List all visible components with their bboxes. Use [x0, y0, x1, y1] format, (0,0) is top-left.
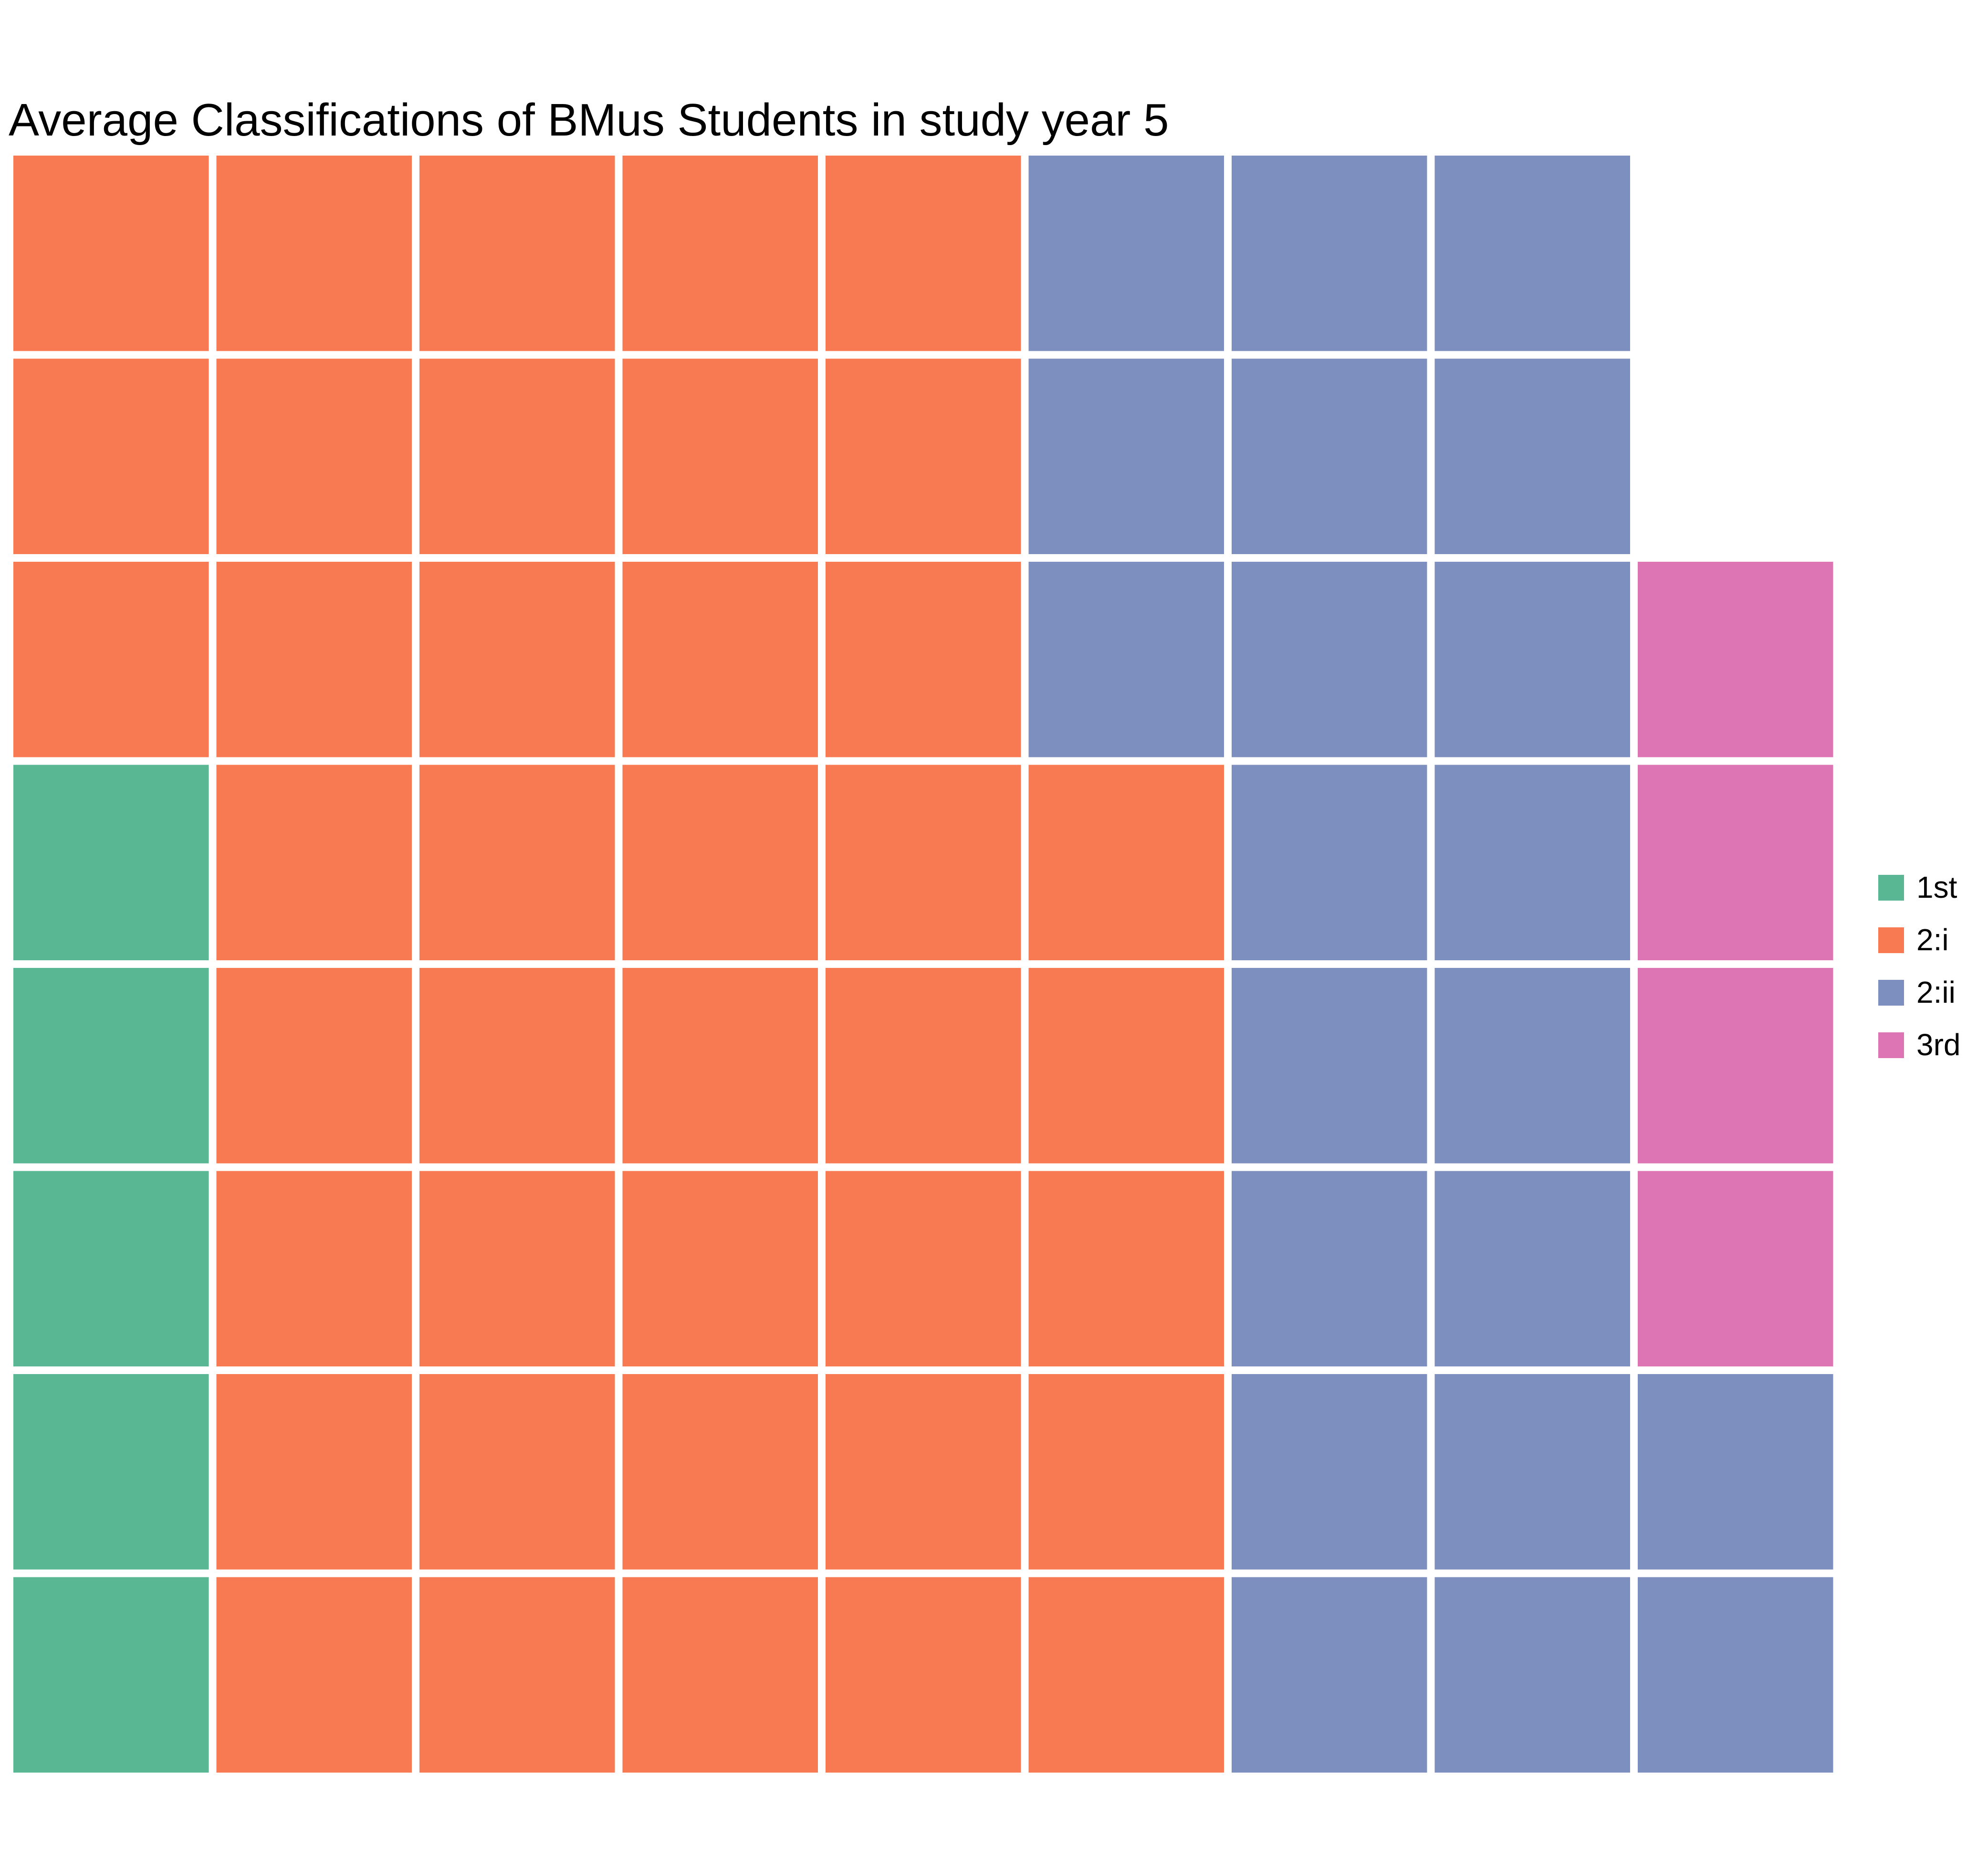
waffle-cell-2-i	[622, 968, 818, 1164]
waffle-cell-2-i	[826, 1374, 1021, 1570]
waffle-cell-2-ii	[1028, 562, 1224, 757]
waffle-cell-2-i	[826, 156, 1021, 351]
legend-swatch-2-ii	[1878, 980, 1904, 1006]
waffle-cell-2-i	[216, 765, 412, 960]
waffle-cell-2-i	[419, 1577, 615, 1773]
waffle-cell-2-i	[826, 1577, 1021, 1773]
waffle-cell-2-i	[419, 156, 615, 351]
legend-swatch-2-i	[1878, 927, 1904, 953]
waffle-cell-2-i	[622, 1171, 818, 1366]
waffle-cell-2-i	[1028, 1577, 1224, 1773]
waffle-cell-2-ii	[1434, 358, 1630, 554]
legend: 1st 2:i 2:ii 3rd	[1878, 870, 1961, 1062]
waffle-cell-2-ii	[1434, 156, 1630, 351]
waffle-cell-2-i	[419, 562, 615, 757]
waffle-cell-2-i	[216, 562, 412, 757]
waffle-cell-2-i	[419, 1171, 615, 1366]
waffle-cell-2-i	[216, 358, 412, 554]
waffle-cell-2-i	[13, 562, 209, 757]
waffle-cell-2-i	[622, 765, 818, 960]
waffle-cell-1st	[13, 1577, 209, 1773]
waffle-cell-2-i	[1028, 1171, 1224, 1366]
waffle-cell-2-ii	[1434, 765, 1630, 960]
waffle-cell-2-i	[216, 1577, 412, 1773]
waffle-cell-2-i	[826, 1171, 1021, 1366]
waffle-cell-2-ii	[1232, 765, 1427, 960]
waffle-cell-2-i	[1028, 765, 1224, 960]
waffle-cell-2-i	[826, 968, 1021, 1164]
legend-label: 2:ii	[1916, 975, 1956, 1009]
waffle-cell-2-ii	[1028, 358, 1224, 554]
waffle-cell-2-i	[13, 358, 209, 554]
waffle-cell-2-i	[216, 1171, 412, 1366]
waffle-cell-2-i	[622, 1577, 818, 1773]
legend-label: 3rd	[1916, 1028, 1961, 1062]
legend-label: 1st	[1916, 870, 1957, 904]
waffle-cell-3rd	[1638, 968, 1833, 1164]
waffle-cell-2-ii	[1232, 562, 1427, 757]
waffle-cell-2-i	[1028, 1374, 1224, 1570]
waffle-cell-1st	[13, 765, 209, 960]
waffle-cell-2-ii	[1638, 1577, 1833, 1773]
legend-item-3rd: 3rd	[1878, 1028, 1961, 1062]
waffle-cell-2-ii	[1232, 156, 1427, 351]
legend-swatch-3rd	[1878, 1032, 1904, 1058]
waffle-cell-2-i	[622, 562, 818, 757]
legend-swatch-1st	[1878, 875, 1904, 901]
waffle-cell-3rd	[1638, 1171, 1833, 1366]
waffle-cell-2-i	[13, 156, 209, 351]
waffle-cell-2-ii	[1232, 1577, 1427, 1773]
legend-item-1st: 1st	[1878, 870, 1957, 904]
legend-item-2-i: 2:i	[1878, 923, 1949, 957]
waffle-cell-2-ii	[1434, 1577, 1630, 1773]
chart-title: Average Classifications of BMus Students…	[9, 94, 1169, 146]
waffle-cell-1st	[13, 1171, 209, 1366]
waffle-cell-2-ii	[1434, 562, 1630, 757]
waffle-cell-2-ii	[1638, 1374, 1833, 1570]
legend-item-2-ii: 2:ii	[1878, 975, 1956, 1009]
waffle-cell-2-i	[216, 968, 412, 1164]
waffle-cells	[13, 156, 1833, 1773]
waffle-cell-2-i	[216, 156, 412, 351]
waffle-cell-2-i	[419, 1374, 615, 1570]
waffle-cell-2-ii	[1232, 968, 1427, 1164]
waffle-cell-2-i	[419, 765, 615, 960]
waffle-cell-2-i	[419, 358, 615, 554]
legend-label: 2:i	[1916, 923, 1949, 957]
waffle-cell-2-ii	[1232, 1374, 1427, 1570]
waffle-cell-2-ii	[1028, 156, 1224, 351]
waffle-cell-1st	[13, 968, 209, 1164]
waffle-cell-2-ii	[1434, 968, 1630, 1164]
waffle-cell-2-ii	[1232, 1171, 1427, 1366]
waffle-cell-2-i	[216, 1374, 412, 1570]
waffle-cell-2-i	[622, 1374, 818, 1570]
waffle-cell-2-i	[826, 358, 1021, 554]
waffle-cell-2-i	[1028, 968, 1224, 1164]
waffle-cell-2-ii	[1232, 358, 1427, 554]
waffle-cell-3rd	[1638, 562, 1833, 757]
waffle-cell-1st	[13, 1374, 209, 1570]
waffle-cell-2-ii	[1434, 1171, 1630, 1366]
waffle-cell-2-i	[419, 968, 615, 1164]
waffle-cell-2-i	[622, 156, 818, 351]
waffle-cell-2-i	[622, 358, 818, 554]
waffle-cell-2-ii	[1434, 1374, 1630, 1570]
waffle-cell-2-i	[826, 562, 1021, 757]
waffle-cell-3rd	[1638, 765, 1833, 960]
waffle-cell-2-i	[826, 765, 1021, 960]
